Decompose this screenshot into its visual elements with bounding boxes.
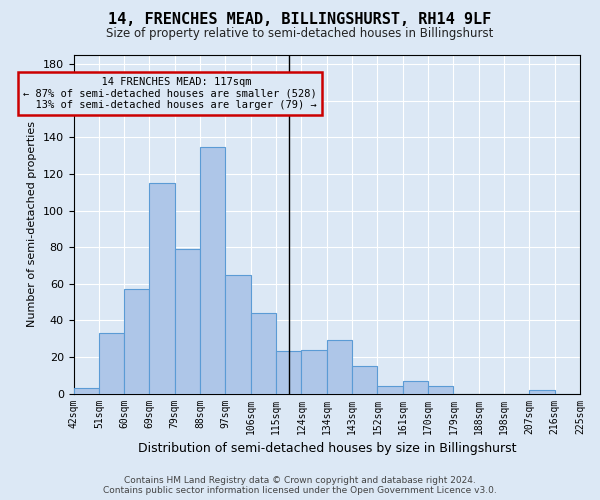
Y-axis label: Number of semi-detached properties: Number of semi-detached properties [27, 122, 37, 328]
Bar [529, 390, 554, 394]
Text: 14 FRENCHES MEAD: 117sqm
← 87% of semi-detached houses are smaller (528)
  13% o: 14 FRENCHES MEAD: 117sqm ← 87% of semi-d… [23, 77, 317, 110]
Text: 14, FRENCHES MEAD, BILLINGSHURST, RH14 9LF: 14, FRENCHES MEAD, BILLINGSHURST, RH14 9… [109, 12, 491, 28]
Text: Size of property relative to semi-detached houses in Billingshurst: Size of property relative to semi-detach… [106, 28, 494, 40]
Bar [74, 388, 99, 394]
Bar [327, 340, 352, 394]
Bar [403, 380, 428, 394]
X-axis label: Distribution of semi-detached houses by size in Billingshurst: Distribution of semi-detached houses by … [137, 442, 516, 455]
Bar [251, 313, 276, 394]
Bar [226, 274, 251, 394]
Bar [149, 183, 175, 394]
Bar [428, 386, 454, 394]
Bar [99, 333, 124, 394]
Bar [276, 352, 301, 394]
Bar [301, 350, 327, 394]
Text: Contains HM Land Registry data © Crown copyright and database right 2024.
Contai: Contains HM Land Registry data © Crown c… [103, 476, 497, 495]
Bar [352, 366, 377, 394]
Bar [175, 249, 200, 394]
Bar [200, 146, 226, 394]
Bar [124, 289, 149, 394]
Bar [377, 386, 403, 394]
